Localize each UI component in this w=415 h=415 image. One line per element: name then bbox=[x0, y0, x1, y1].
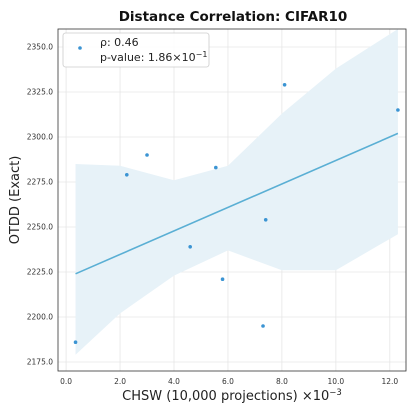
y-tick-label: 2200.0 bbox=[27, 313, 53, 322]
x-tick-labels: 0.0 2.0 4.0 6.0 8.0 10.0 12.0 bbox=[60, 377, 398, 386]
y-tick-label: 2325.0 bbox=[27, 88, 53, 97]
data-point bbox=[261, 324, 265, 328]
data-point bbox=[396, 108, 400, 112]
chart-title: Distance Correlation: CIFAR10 bbox=[119, 9, 348, 25]
x-axis-title-text: CHSW (10,000 projections) ×10 bbox=[122, 389, 329, 404]
x-tick-label: 8.0 bbox=[276, 377, 288, 386]
plot-frame bbox=[57, 28, 407, 372]
legend-marker bbox=[78, 46, 82, 50]
data-point bbox=[214, 165, 218, 170]
data-points-layer bbox=[73, 83, 400, 345]
legend-rho-text: ρ: 0.46 bbox=[100, 36, 139, 49]
x-tick-label: 12.0 bbox=[381, 377, 398, 386]
y-tick-labels: 2175.0 2200.0 2225.0 2250.0 2275.0 2300.0 2325… bbox=[27, 43, 53, 367]
x-tick-label: 6.0 bbox=[222, 377, 234, 386]
y-axis-title: OTDD (Exact) bbox=[8, 156, 23, 245]
x-axis-title-exponent: −3 bbox=[329, 388, 342, 398]
legend-pvalue-exponent: −1 bbox=[196, 50, 208, 59]
legend-pvalue-base: p-value: 1.86×10 bbox=[100, 51, 196, 64]
regression-line-layer bbox=[75, 132, 399, 275]
y-tick-label: 2225.0 bbox=[27, 268, 53, 277]
x-tick-label: 10.0 bbox=[328, 377, 345, 386]
y-tick-label: 2250.0 bbox=[27, 223, 53, 232]
x-tick-label: 0.0 bbox=[60, 377, 72, 386]
legend-box bbox=[62, 32, 210, 68]
data-point bbox=[263, 218, 268, 222]
legend-pvalue-text: p-value: 1.86×10−1 bbox=[100, 50, 207, 64]
y-tick-label: 2275.0 bbox=[27, 178, 53, 187]
y-tick-label: 2175.0 bbox=[27, 358, 53, 367]
data-point bbox=[73, 340, 78, 345]
legend: ρ: 0.46 p-value: 1.86×10−1 bbox=[62, 32, 210, 68]
confidence-band-layer bbox=[75, 29, 398, 355]
x-tick-label: 2.0 bbox=[114, 377, 126, 386]
data-point bbox=[145, 153, 149, 157]
x-tick-label: 4.0 bbox=[168, 377, 180, 386]
regression-line bbox=[75, 132, 399, 275]
data-point bbox=[282, 83, 287, 87]
x-axis-title: CHSW (10,000 projections) ×10−3 bbox=[122, 388, 342, 404]
data-point bbox=[124, 173, 129, 177]
data-point bbox=[188, 245, 192, 249]
y-tick-label: 2300.0 bbox=[27, 133, 53, 142]
y-tick-label: 2350.0 bbox=[27, 43, 53, 52]
data-point bbox=[220, 277, 225, 282]
confidence-band bbox=[75, 29, 398, 355]
